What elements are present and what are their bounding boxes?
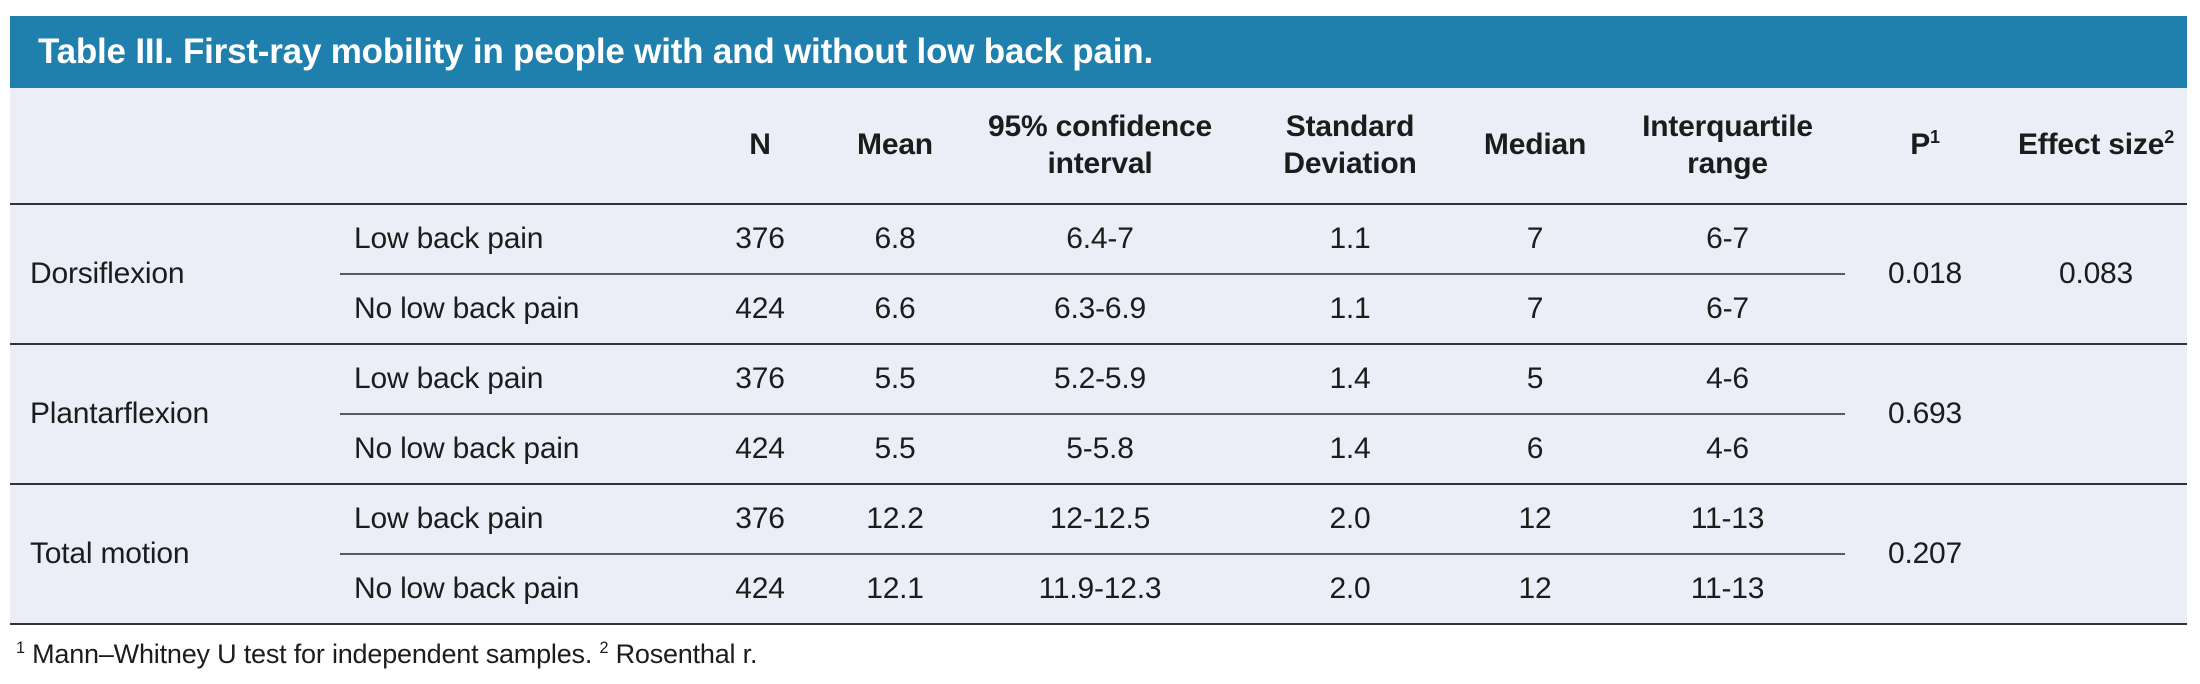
table-row: Plantarflexion Low back pain 376 5.5 5.2… bbox=[10, 344, 2187, 485]
group-label-total-motion: Total motion bbox=[10, 484, 340, 625]
header-confidence-interval: 95% confidence interval bbox=[960, 88, 1240, 205]
footnote-2-marker: 2 bbox=[599, 639, 609, 657]
ci-cell: 5.2-5.9 bbox=[960, 344, 1240, 415]
n-cell: 376 bbox=[690, 344, 830, 415]
mean-cell: 6.8 bbox=[830, 204, 960, 275]
header-empty-condition bbox=[340, 88, 690, 205]
n-cell: 376 bbox=[690, 484, 830, 555]
iqr-cell: 4-6 bbox=[1610, 344, 1845, 415]
footnote-1-marker: 1 bbox=[16, 639, 25, 657]
header-effect-size: Effect size2 bbox=[2005, 88, 2187, 205]
table-row: Dorsiflexion Low back pain 376 6.8 6.4-7… bbox=[10, 204, 2187, 345]
mean-cell: 6.6 bbox=[830, 274, 960, 345]
table-row: Total motion Low back pain 376 12.2 12-1… bbox=[10, 484, 2187, 625]
first-ray-mobility-table: N Mean 95% confidence interval Standard … bbox=[10, 88, 2187, 625]
sd-cell: 1.4 bbox=[1240, 414, 1460, 485]
ci-cell: 11.9-12.3 bbox=[960, 554, 1240, 625]
header-median: Median bbox=[1460, 88, 1610, 205]
p-value-cell: 0.207 bbox=[1845, 484, 2005, 625]
condition-cell: No low back pain bbox=[340, 274, 690, 345]
n-cell: 424 bbox=[690, 414, 830, 485]
header-row: N Mean 95% confidence interval Standard … bbox=[10, 88, 2187, 205]
header-standard-deviation: Standard Deviation bbox=[1240, 88, 1460, 205]
iqr-cell: 11-13 bbox=[1610, 554, 1845, 625]
iqr-cell: 6-7 bbox=[1610, 274, 1845, 345]
mean-cell: 12.2 bbox=[830, 484, 960, 555]
p-value-cell: 0.693 bbox=[1845, 344, 2005, 485]
n-cell: 424 bbox=[690, 274, 830, 345]
group-label-plantarflexion: Plantarflexion bbox=[10, 344, 340, 485]
header-empty-group bbox=[10, 88, 340, 205]
n-cell: 376 bbox=[690, 204, 830, 275]
condition-cell: Low back pain bbox=[340, 344, 690, 415]
ci-cell: 12-12.5 bbox=[960, 484, 1240, 555]
median-cell: 5 bbox=[1460, 344, 1610, 415]
effect-size-cell bbox=[2005, 484, 2187, 625]
mean-cell: 12.1 bbox=[830, 554, 960, 625]
median-cell: 12 bbox=[1460, 554, 1610, 625]
table-row: No low back pain 424 6.6 6.3-6.9 1.1 7 6… bbox=[10, 274, 2187, 345]
effect-size-superscript: 2 bbox=[2164, 127, 2174, 148]
condition-cell: No low back pain bbox=[340, 554, 690, 625]
sd-cell: 2.0 bbox=[1240, 484, 1460, 555]
sd-cell: 2.0 bbox=[1240, 554, 1460, 625]
condition-cell: No low back pain bbox=[340, 414, 690, 485]
table-title: Table III. First-ray mobility in people … bbox=[38, 32, 1153, 71]
ci-cell: 6.4-7 bbox=[960, 204, 1240, 275]
iqr-cell: 11-13 bbox=[1610, 484, 1845, 555]
median-cell: 12 bbox=[1460, 484, 1610, 555]
p-value-cell: 0.018 bbox=[1845, 204, 2005, 345]
ci-cell: 5-5.8 bbox=[960, 414, 1240, 485]
sd-cell: 1.1 bbox=[1240, 274, 1460, 345]
p-superscript: 1 bbox=[1930, 127, 1940, 148]
header-interquartile-range: Interquartile range bbox=[1610, 88, 1845, 205]
effect-size-cell: 0.083 bbox=[2005, 204, 2187, 345]
effect-size-cell bbox=[2005, 344, 2187, 485]
header-p-value: P1 bbox=[1845, 88, 2005, 205]
sd-cell: 1.4 bbox=[1240, 344, 1460, 415]
median-cell: 7 bbox=[1460, 204, 1610, 275]
median-cell: 7 bbox=[1460, 274, 1610, 345]
table-row: No low back pain 424 5.5 5-5.8 1.4 6 4-6 bbox=[10, 414, 2187, 485]
condition-cell: Low back pain bbox=[340, 484, 690, 555]
footnotes: 1 Mann–Whitney U test for independent sa… bbox=[16, 639, 2187, 670]
ci-cell: 6.3-6.9 bbox=[960, 274, 1240, 345]
header-n: N bbox=[690, 88, 830, 205]
iqr-cell: 4-6 bbox=[1610, 414, 1845, 485]
header-mean: Mean bbox=[830, 88, 960, 205]
median-cell: 6 bbox=[1460, 414, 1610, 485]
footnote-1-text: Mann–Whitney U test for independent samp… bbox=[32, 639, 593, 669]
table-row: No low back pain 424 12.1 11.9-12.3 2.0 … bbox=[10, 554, 2187, 625]
mean-cell: 5.5 bbox=[830, 344, 960, 415]
group-label-dorsiflexion: Dorsiflexion bbox=[10, 204, 340, 345]
n-cell: 424 bbox=[690, 554, 830, 625]
table-title-bar: Table III. First-ray mobility in people … bbox=[10, 16, 2187, 88]
condition-cell: Low back pain bbox=[340, 204, 690, 275]
iqr-cell: 6-7 bbox=[1610, 204, 1845, 275]
mean-cell: 5.5 bbox=[830, 414, 960, 485]
sd-cell: 1.1 bbox=[1240, 204, 1460, 275]
footnote-2-text: Rosenthal r. bbox=[615, 639, 758, 669]
